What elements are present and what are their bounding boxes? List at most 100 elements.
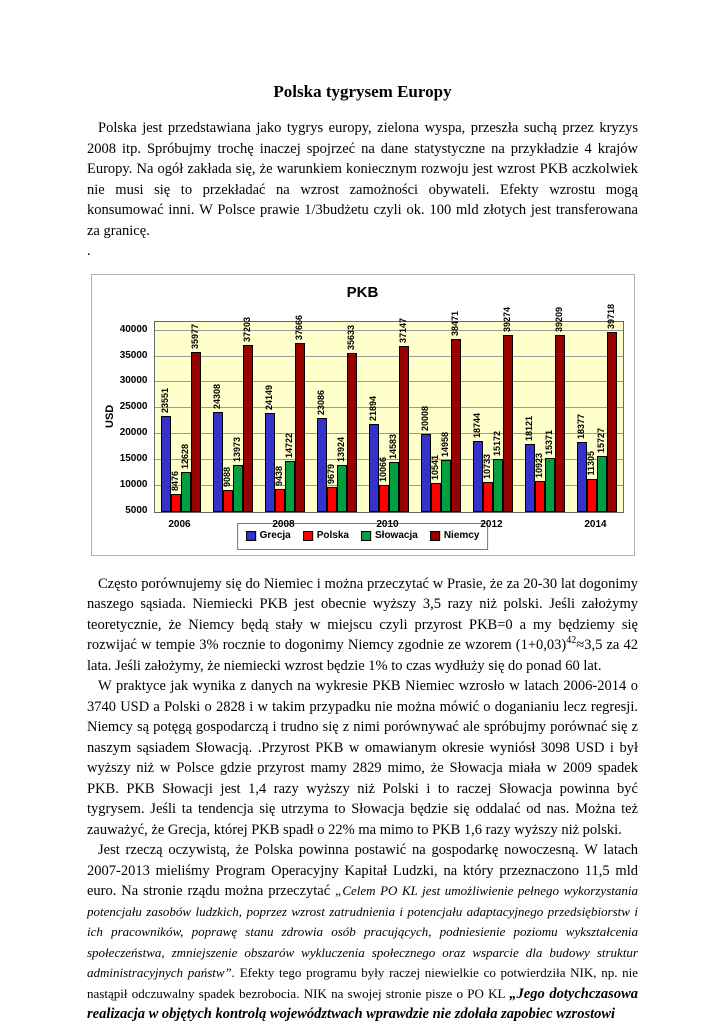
gridline [154, 355, 623, 357]
bar-value-label: 24308 [211, 383, 222, 409]
chart-bar [160, 415, 171, 512]
chart-bar [284, 461, 295, 512]
y-tick-label: 35000 [119, 349, 148, 361]
chart-bar [180, 472, 191, 512]
bar-value-label: 18377 [575, 414, 586, 440]
chart-bar [326, 487, 337, 512]
chart-bar [554, 334, 565, 512]
bar-value-label: 9438 [273, 465, 284, 486]
para2-superscript: 42 [566, 635, 577, 647]
chart-bar [274, 488, 285, 512]
legend-label: Niemcy [443, 530, 480, 541]
legend-swatch [429, 531, 440, 542]
legend-swatch [361, 531, 371, 542]
bar-value-label: 18121 [523, 415, 534, 441]
chart-title: PKB [346, 283, 379, 301]
gridline [154, 433, 623, 435]
x-tick-label: 2010 [376, 518, 399, 530]
gridline [154, 458, 623, 460]
chart-figure: PKB USD 23551 8476 12628 35977 24308 9088 1397… [87, 273, 638, 556]
chart-bar [294, 342, 305, 512]
x-tick-label: 2014 [584, 518, 607, 530]
legend-item: Grecja [245, 526, 291, 547]
chart-bar [472, 440, 483, 512]
chart-bar [420, 434, 431, 512]
legend-swatch [302, 531, 313, 542]
chart-bar [450, 338, 461, 512]
chart-bar [576, 442, 587, 512]
gridline [154, 381, 623, 383]
chart-bar [524, 443, 535, 512]
bar-value-label: 10733 [481, 453, 492, 479]
chart-bar [430, 482, 441, 512]
gridline [154, 329, 623, 331]
chart-bar [212, 411, 223, 512]
chart-bar [190, 351, 201, 512]
bar-value-label: 18744 [471, 412, 482, 438]
y-tick-label: 30000 [119, 375, 148, 387]
chart-bar [316, 418, 327, 512]
chart-bar [440, 460, 451, 512]
bar-value-label: 14583 [387, 434, 398, 460]
bar-value-label: 12628 [179, 444, 190, 470]
x-tick-label: 2012 [480, 518, 503, 530]
chart-bar [378, 485, 389, 512]
bar-value-label: 37666 [293, 314, 304, 340]
gridline [154, 407, 623, 409]
para4-text: Jest rzeczą oczywistą, że Polska powinna… [87, 842, 638, 899]
paragraph-slovakia-comparison: W praktyce jak wynika z danych na wykres… [87, 678, 638, 838]
bar-value-label: 10541 [429, 454, 440, 480]
bar-value-label: 39718 [605, 304, 616, 330]
para2-text-cont: ≈3,5 za 42 lata. Jeśli założymy, że niem… [87, 637, 638, 674]
legend-label: Polska [316, 530, 349, 541]
bar-value-label: 15172 [491, 430, 502, 456]
bar-value-label: 35977 [189, 323, 200, 349]
chart-bar [388, 462, 399, 512]
chart-bar [264, 412, 275, 512]
chart-bar [596, 456, 607, 512]
chart-bar [170, 493, 181, 512]
chart-bar [398, 345, 409, 512]
bar-value-label: 13924 [335, 437, 346, 463]
bar-value-label: 23086 [315, 390, 326, 416]
bar-value-label: 23551 [159, 387, 170, 413]
bar-value-label: 37203 [241, 317, 252, 343]
y-tick-label: 40000 [119, 323, 148, 335]
chart-bar [502, 334, 513, 512]
para4-nik-quote: „Jego dotychczasowa realizacja w objętyc… [87, 985, 638, 1023]
y-tick-label: 10000 [119, 478, 148, 490]
chart-bar [606, 332, 617, 512]
bar-value-label: 14958 [439, 432, 450, 458]
bar-value-label: 10923 [533, 452, 544, 478]
paragraph-germany-comparison: Często porównujemy się do Niemiec i możn… [87, 574, 638, 677]
para4-text-cont: Efekty tego programu były raczej niewiel… [87, 965, 638, 1001]
bar-value-label: 11305 [585, 451, 596, 476]
bar-value-label: 38471 [449, 310, 460, 336]
chart-bar [586, 478, 597, 512]
chart-bar [242, 345, 253, 512]
chart-bar [544, 457, 555, 512]
bar-value-label: 24149 [263, 384, 274, 410]
paragraph-pokl: Jest rzeczą oczywistą, że Polska powinna… [87, 840, 638, 1024]
chart-plot-area: 23551 8476 12628 35977 24308 9088 13973 37203 24… [153, 304, 624, 513]
paragraph-dot: . [87, 243, 91, 259]
legend-item: Polska [302, 526, 349, 547]
chart-bar [336, 465, 347, 512]
legend-item: Słowacja [361, 526, 418, 547]
bar-value-label: 13973 [231, 437, 242, 463]
para2-text: Często porównujemy się do Niemiec i możn… [87, 575, 638, 654]
legend-item: Niemcy [429, 526, 480, 547]
x-tick-label: 2006 [168, 518, 191, 530]
chart-bar [232, 465, 243, 512]
bar-value-label: 14722 [283, 433, 294, 459]
chart-bar [346, 353, 357, 512]
legend-swatch [245, 531, 256, 542]
chart-legend: Grecja Polska Słowacja Niemcy [236, 523, 489, 550]
chart-bar [368, 424, 379, 512]
legend-label: Grecja [259, 530, 291, 541]
bar-value-label: 15727 [595, 428, 606, 454]
x-tick-label: 2008 [272, 518, 295, 530]
bar-value-label: 37147 [397, 317, 408, 343]
paragraph-intro: Polska jest przedstawiana jako tygrys eu… [87, 120, 638, 239]
